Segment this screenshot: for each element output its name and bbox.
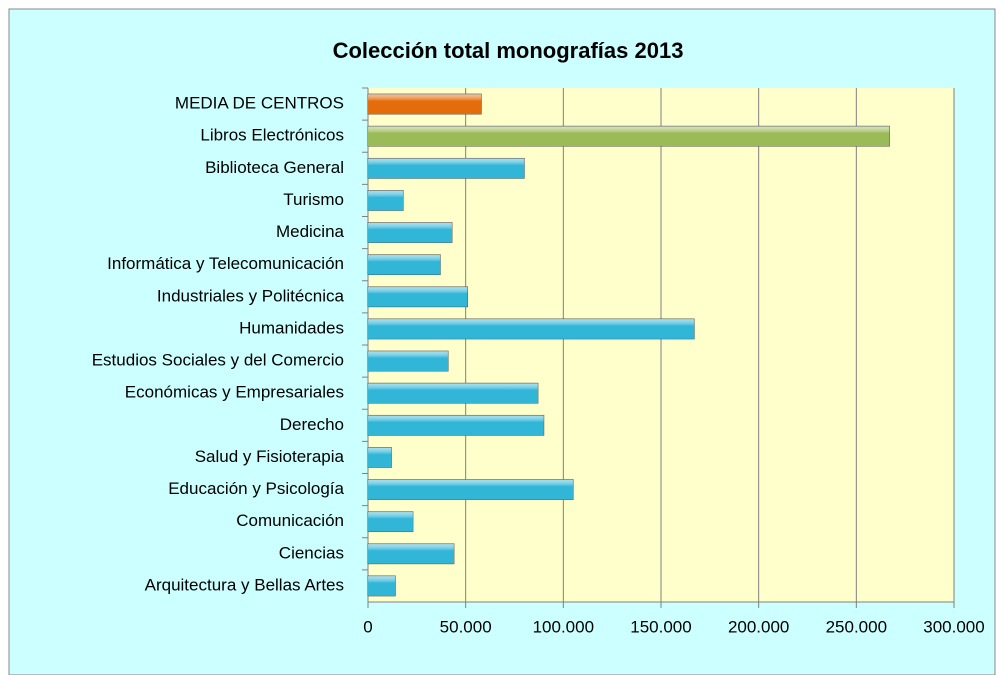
bar-shine xyxy=(368,415,544,436)
y-tick-label: Ciencias xyxy=(279,543,344,562)
bar-shine xyxy=(368,383,538,404)
y-tick-label: Biblioteca General xyxy=(205,158,344,177)
y-tick-label: Medicina xyxy=(276,222,345,241)
bar-shine xyxy=(368,543,454,564)
bar-shine xyxy=(368,286,468,307)
bar-shine xyxy=(368,158,525,179)
y-tick-label: Salud y Fisioterapia xyxy=(195,447,345,466)
y-tick-label: Industriales y Politécnica xyxy=(157,286,345,305)
x-tick-label: 0 xyxy=(363,617,372,636)
x-tick-label: 200.000 xyxy=(728,617,789,636)
y-tick-label: MEDIA DE CENTROS xyxy=(175,94,344,113)
y-tick-label: Comunicación xyxy=(236,511,344,530)
bar-shine xyxy=(368,94,482,115)
chart-title: Colección total monografías 2013 xyxy=(333,38,684,63)
y-tick-label: Derecho xyxy=(280,415,344,434)
y-tick-label: Humanidades xyxy=(239,318,344,337)
y-tick-label: Turismo xyxy=(283,190,344,209)
bar-shine xyxy=(368,511,413,532)
bar-shine xyxy=(368,318,695,339)
bar-shine xyxy=(368,254,441,275)
bar-shine xyxy=(368,479,574,500)
bar-shine xyxy=(368,126,890,147)
y-tick-label: Estudios Sociales y del Comercio xyxy=(92,351,344,370)
x-tick-label: 150.000 xyxy=(630,617,691,636)
bar-shine xyxy=(368,222,452,243)
x-tick-label: 300.000 xyxy=(923,617,984,636)
y-tick-label: Educación y Psicología xyxy=(168,479,344,498)
y-tick-label: Libros Electrónicos xyxy=(200,126,344,145)
y-tick-label: Informática y Telecomunicación xyxy=(107,254,344,273)
y-tick-label: Económicas y Empresariales xyxy=(125,383,344,402)
x-tick-label: 250.000 xyxy=(826,617,887,636)
y-tick-label: Arquitectura y Bellas Artes xyxy=(145,575,344,594)
x-tick-label: 50.000 xyxy=(440,617,492,636)
x-tick-label: 100.000 xyxy=(533,617,594,636)
bar-shine xyxy=(368,575,396,596)
bar-shine xyxy=(368,447,392,468)
bar-shine xyxy=(368,190,404,211)
bar-shine xyxy=(368,351,449,372)
